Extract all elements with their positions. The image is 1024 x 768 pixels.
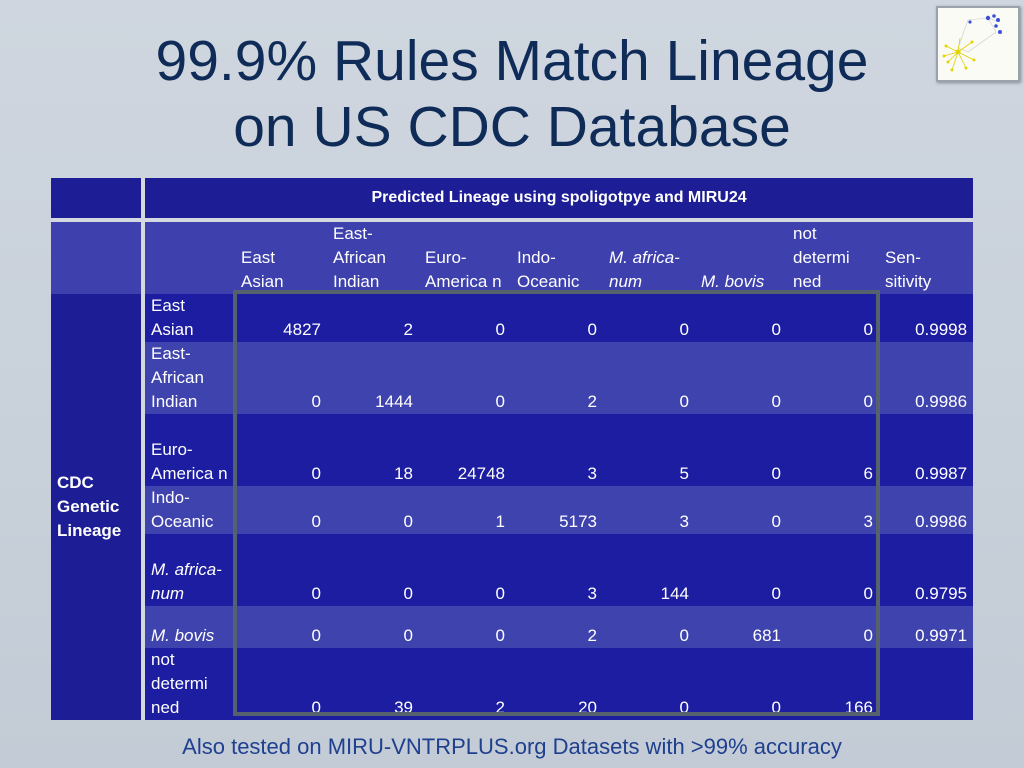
corner-cell-2 <box>51 220 145 294</box>
count-cell: 0 <box>603 606 695 648</box>
row-label: East Asian <box>143 294 235 342</box>
column-header: Sen-sitivity <box>879 220 974 294</box>
column-header: East Asian <box>235 220 327 294</box>
table-row: CDC Genetic Lineage East Asian 4827 2 0 0 0 0 0 0… <box>51 294 974 720</box>
count-cell: 2 <box>511 342 603 414</box>
count-cell: 6 <box>787 414 879 486</box>
count-cell: 166 <box>787 648 879 720</box>
count-cell: 0 <box>695 534 787 606</box>
column-header: M. africa-num <box>603 220 695 294</box>
sensitivity-cell: 0.9986 <box>879 342 974 414</box>
count-cell: 2 <box>419 648 511 720</box>
count-cell: 0 <box>695 342 787 414</box>
table-row: East-African Indian 0 1444 0 2 0 0 0 0.9986 <box>51 342 974 414</box>
row-label: not determi ned <box>143 648 235 720</box>
count-cell: 0 <box>235 606 327 648</box>
row-label: M. africa-num <box>143 534 235 606</box>
row-label-header <box>143 220 235 294</box>
count-cell: 0 <box>695 648 787 720</box>
count-cell: 0 <box>235 534 327 606</box>
count-cell: 3 <box>603 486 695 534</box>
count-cell: 5173 <box>511 486 603 534</box>
count-cell: 18 <box>327 414 419 486</box>
count-cell: 0 <box>327 534 419 606</box>
slide-title: 99.9% Rules Match Lineage on US CDC Data… <box>0 28 1024 160</box>
corner-cell <box>51 178 145 222</box>
count-cell: 0 <box>603 342 695 414</box>
cdc-genetic-lineage-label: CDC Genetic Lineage <box>51 294 145 720</box>
count-cell: 0 <box>235 486 327 534</box>
table-row: Indo-Oceanic 0 0 1 5173 3 0 3 0.9986 <box>51 486 974 534</box>
count-cell: 0 <box>327 486 419 534</box>
footer-note: Also tested on MIRU-VNTRPLUS.org Dataset… <box>182 734 842 759</box>
lineage-confusion-table: Predicted Lineage using spoligotpye and … <box>51 178 974 720</box>
row-label: M. bovis <box>143 606 235 648</box>
count-cell: 2 <box>327 294 419 342</box>
count-cell: 1 <box>419 486 511 534</box>
count-cell: 3 <box>787 486 879 534</box>
count-cell: 0 <box>787 534 879 606</box>
column-header: Indo-Oceanic <box>511 220 603 294</box>
count-cell: 144 <box>603 534 695 606</box>
count-cell: 0 <box>419 606 511 648</box>
table-header-row: Predicted Lineage using spoligotpye and … <box>51 178 974 222</box>
table-row: Euro-America n 0 18 24748 3 5 0 6 0.9987 <box>51 414 974 486</box>
count-cell: 0 <box>235 414 327 486</box>
sensitivity-cell: 0.9971 <box>879 606 974 648</box>
count-cell: 0 <box>787 294 879 342</box>
count-cell: 0 <box>603 648 695 720</box>
predicted-lineage-header: Predicted Lineage using spoligotpye and … <box>143 178 974 222</box>
count-cell: 2 <box>511 606 603 648</box>
count-cell: 0 <box>787 606 879 648</box>
count-cell: 3 <box>511 534 603 606</box>
column-header-row: East Asian East-African Indian Euro-Americ… <box>51 220 974 294</box>
count-cell: 0 <box>511 294 603 342</box>
column-header: East-African Indian <box>327 220 419 294</box>
sensitivity-cell: 0.9986 <box>879 486 974 534</box>
count-cell: 0 <box>327 606 419 648</box>
count-cell: 681 <box>695 606 787 648</box>
sensitivity-cell: 0.9795 <box>879 534 974 606</box>
count-cell: 0 <box>235 648 327 720</box>
table-row: M. africa-num 0 0 0 3 144 0 0 0.9795 <box>51 534 974 606</box>
count-cell: 0 <box>419 342 511 414</box>
table-row: M. bovis 0 0 0 2 0 681 0 0.9971 <box>51 606 974 648</box>
sensitivity-cell: 0.9987 <box>879 414 974 486</box>
table-row: not determi ned 0 39 2 20 0 0 166 <box>51 648 974 720</box>
row-label: East-African Indian <box>143 342 235 414</box>
count-cell: 0 <box>695 294 787 342</box>
row-label: Indo-Oceanic <box>143 486 235 534</box>
sensitivity-cell <box>879 648 974 720</box>
count-cell: 1444 <box>327 342 419 414</box>
row-label: Euro-America n <box>143 414 235 486</box>
column-header: M. bovis <box>695 220 787 294</box>
count-cell: 0 <box>695 486 787 534</box>
count-cell: 4827 <box>235 294 327 342</box>
network-graph-icon <box>938 8 1018 80</box>
count-cell: 0 <box>419 534 511 606</box>
count-cell: 0 <box>419 294 511 342</box>
column-header: not determi ned <box>787 220 879 294</box>
title-line-1: 99.9% Rules Match Lineage <box>155 29 869 93</box>
count-cell: 3 <box>511 414 603 486</box>
count-cell: 39 <box>327 648 419 720</box>
count-cell: 20 <box>511 648 603 720</box>
network-graph-thumbnail <box>936 6 1020 82</box>
sensitivity-cell: 0.9998 <box>879 294 974 342</box>
count-cell: 0 <box>235 342 327 414</box>
column-header: Euro-America n <box>419 220 511 294</box>
count-cell: 24748 <box>419 414 511 486</box>
count-cell: 0 <box>695 414 787 486</box>
count-cell: 5 <box>603 414 695 486</box>
count-cell: 0 <box>787 342 879 414</box>
count-cell: 0 <box>603 294 695 342</box>
title-line-2: on US CDC Database <box>233 95 791 159</box>
